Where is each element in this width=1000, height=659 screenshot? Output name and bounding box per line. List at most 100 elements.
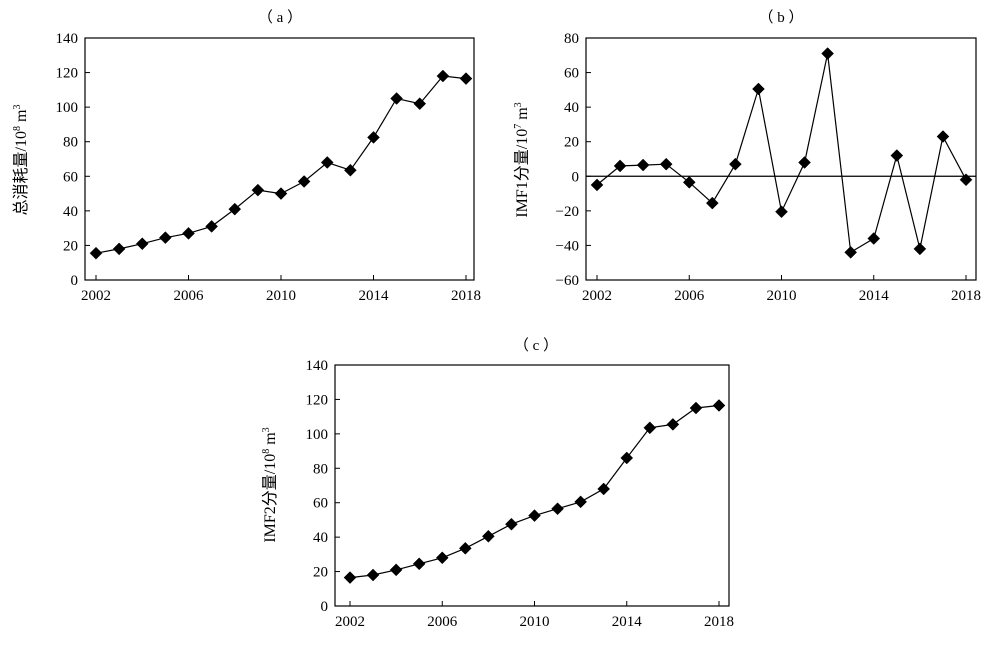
panel-b-data-point (890, 149, 904, 162)
panel-a-data-point (112, 242, 126, 256)
panel-b-y-tick-label: −20 (556, 204, 579, 220)
panel-c-y-tick-label: 60 (313, 496, 328, 512)
panel-c-y-tick-label: 140 (306, 358, 329, 374)
panel-b-y-tick-label: −60 (556, 273, 579, 289)
panel-b-data-point (867, 232, 881, 245)
panel-b-data-point (729, 157, 742, 171)
panel-c-series-line (349, 404, 720, 579)
panel-c-data-point (551, 502, 564, 516)
panel-c-plot-frame (334, 364, 730, 607)
panel-c-y-tick-label: 20 (313, 565, 328, 581)
panel-a-series-line (95, 75, 467, 254)
panel-b-x-tick-label: 2006 (674, 288, 705, 304)
panel-a-y-tick-label: 20 (63, 238, 78, 254)
panel-a-data-point (344, 163, 357, 177)
panel-b-chart: （ b ） IMF1分量/107 m3 −60 −40 −20 0 20 40 60 80 20… (513, 9, 981, 304)
panel-c-y-tick-label: 100 (306, 427, 329, 443)
panel-c-data-point (597, 482, 611, 496)
panel-b-data-point (705, 196, 719, 210)
panel-b-y-tick-label: 40 (564, 100, 579, 116)
panel-a-data-point (182, 226, 195, 240)
panel-a-data-point (89, 246, 103, 260)
panel-b-plot-frame (585, 37, 977, 281)
panel-b-series-line (596, 53, 967, 254)
panel-b-data-point (590, 178, 604, 192)
panel-b-data-point (636, 158, 650, 172)
panel-a-data-point (390, 92, 403, 105)
panel-c-x-tick-label: 2018 (704, 614, 734, 630)
panel-a-data-point (436, 69, 450, 83)
panel-a-y-tick-label: 60 (63, 169, 78, 185)
panel-a-x-tick-label: 2018 (451, 288, 481, 304)
panel-c-data-point (505, 517, 518, 531)
panel-c-y-tick-label: 40 (313, 530, 328, 546)
panel-a-data-point (367, 131, 380, 144)
panel-c-y-axis-label: IMF2分量/108 m3 (261, 427, 279, 542)
panel-c-data-point (712, 399, 726, 412)
panel-b-data-point (936, 130, 950, 143)
panel-a-x-tick-label: 2006 (174, 288, 205, 304)
panel-a-data-point (274, 187, 288, 200)
panel-a-data-point (228, 202, 242, 216)
panel-c-data-point (689, 401, 703, 415)
panel-a-y-tick-label: 120 (56, 66, 79, 82)
panel-a-x-tick-label: 2010 (266, 288, 296, 304)
panel-b-data-point (682, 175, 696, 189)
panel-a-data-point (320, 156, 334, 169)
panel-a-x-tick-label: 2014 (359, 288, 390, 304)
panel-b-data-point (613, 159, 627, 173)
panel-c-data-point (435, 551, 449, 565)
panel-a-x-tick-label: 2002 (81, 288, 111, 304)
panel-a-y-tick-label: 140 (56, 31, 79, 47)
panel-a-plot-frame (84, 37, 475, 281)
panel-b-data-point (913, 242, 927, 256)
panel-c-data-point (574, 495, 587, 509)
panel-b-x-tick-label: 2018 (951, 288, 981, 304)
panel-a-data-point (135, 237, 149, 251)
panel-b-data-point (844, 245, 858, 259)
panel-b-x-tick-label: 2002 (582, 288, 612, 304)
panel-c-x-tick-label: 2014 (612, 614, 643, 630)
panel-a-data-point (413, 97, 427, 111)
panel-a-data-point (297, 175, 311, 188)
panel-b-y-tick-label: −40 (556, 238, 579, 254)
panel-c-data-point (528, 509, 541, 522)
panel-c-data-point (643, 421, 657, 435)
panel-a-data-point (159, 231, 172, 245)
panel-c-data-point (343, 571, 357, 584)
panel-c-data-point (412, 557, 426, 571)
panel-b-y-tick-label: 20 (564, 135, 579, 151)
panel-b-x-tick-label: 2010 (767, 288, 797, 304)
panel-c-data-point (620, 451, 634, 465)
panel-b-x-tick-label: 2014 (859, 288, 890, 304)
panel-c-data-point (366, 568, 380, 582)
panel-a-data-point (251, 183, 265, 197)
panel-b-y-tick-label: 60 (564, 66, 579, 82)
panel-c-x-tick-label: 2002 (335, 614, 365, 630)
panel-c-y-tick-label: 120 (306, 392, 329, 408)
panel-c-data-point (666, 418, 680, 431)
panel-a-y-tick-label: 80 (63, 135, 78, 151)
panel-b-data-point (821, 47, 834, 60)
panel-c-chart: （ c ） IMF2分量/108 m3 0 20 40 60 80 100 120 140 20… (261, 337, 734, 630)
panel-c-x-tick-label: 2010 (520, 614, 550, 630)
panel-b-y-tick-label: 0 (572, 169, 580, 185)
panel-b-data-point (659, 157, 673, 171)
panel-b-label: （ b ） (758, 9, 803, 26)
panel-a-chart: （ a ） 总消耗量/108 m3 0 20 40 60 80 100 120 140 2002… (12, 9, 481, 304)
panel-a-data-point (205, 220, 218, 233)
panel-c-y-tick-label: 80 (313, 461, 328, 477)
panel-c-data-point (458, 541, 472, 555)
panel-b-data-point (959, 173, 973, 187)
panel-a-y-tick-label: 40 (63, 204, 78, 220)
panel-b-data-point (775, 205, 788, 219)
panel-b-y-axis-label: IMF1分量/107 m3 (513, 102, 531, 217)
panel-b-y-tick-label: 80 (564, 31, 579, 47)
panel-a-label: （ a ） (258, 9, 302, 26)
panel-c-y-tick-label: 0 (321, 599, 329, 615)
panel-a-data-point (459, 72, 473, 85)
panel-a-y-axis-label: 总消耗量/108 m3 (12, 105, 30, 216)
panel-a-y-tick-label: 100 (56, 100, 79, 116)
panel-b-data-point (752, 82, 765, 96)
